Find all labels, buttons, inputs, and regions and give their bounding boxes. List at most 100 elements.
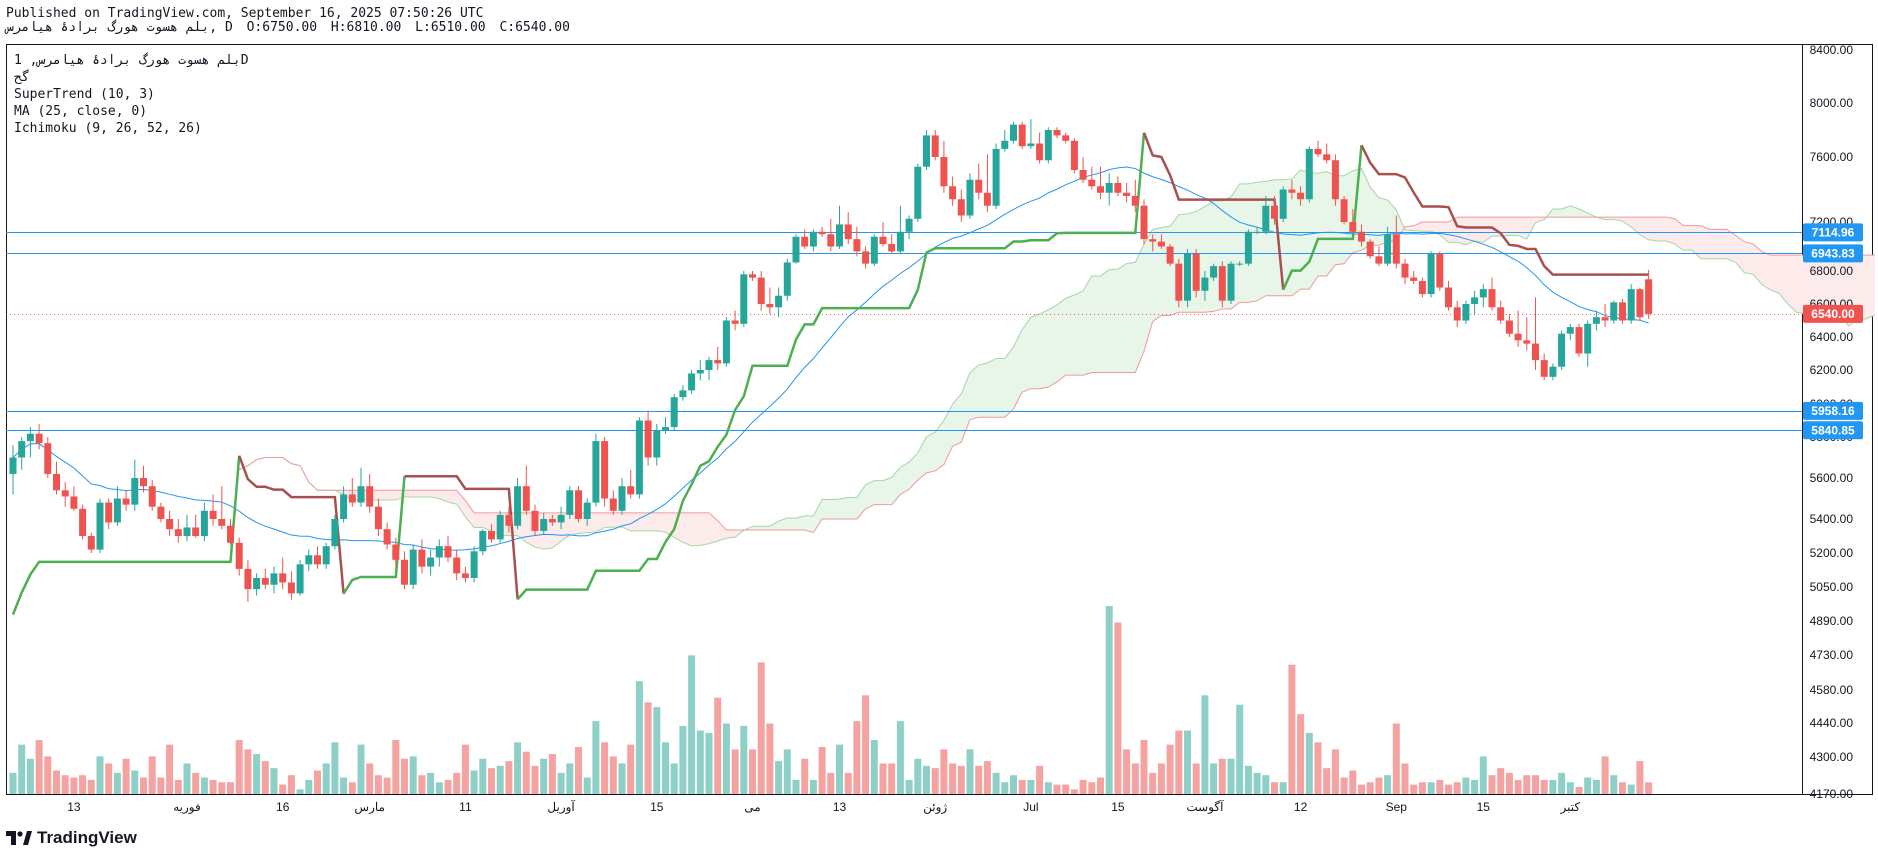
candle-body[interactable] bbox=[1575, 327, 1583, 354]
candle-body[interactable] bbox=[157, 506, 165, 519]
candle-body[interactable] bbox=[348, 494, 356, 503]
candle-body[interactable] bbox=[1627, 289, 1635, 321]
candle-body[interactable] bbox=[1601, 317, 1609, 321]
candle-body[interactable] bbox=[192, 527, 200, 537]
candle-body[interactable] bbox=[644, 420, 652, 458]
candle-body[interactable] bbox=[983, 192, 991, 206]
candle-body[interactable] bbox=[435, 546, 443, 558]
candle-body[interactable] bbox=[557, 514, 565, 523]
candle-body[interactable] bbox=[1358, 231, 1365, 242]
candle-body[interactable] bbox=[87, 536, 95, 550]
candle-body[interactable] bbox=[592, 441, 600, 503]
candle-body[interactable] bbox=[227, 525, 234, 543]
candle-body[interactable] bbox=[409, 549, 417, 585]
candle-body[interactable] bbox=[53, 473, 60, 491]
candle-body[interactable] bbox=[1505, 320, 1513, 334]
candle-body[interactable] bbox=[905, 218, 913, 232]
candle-body[interactable] bbox=[1088, 179, 1096, 187]
candle-body[interactable] bbox=[131, 478, 139, 505]
candle-body[interactable] bbox=[1619, 302, 1626, 321]
candle-body[interactable] bbox=[827, 234, 835, 247]
candle-body[interactable] bbox=[444, 546, 452, 558]
candle-body[interactable] bbox=[1218, 266, 1226, 301]
candle-body[interactable] bbox=[79, 508, 87, 536]
candle-body[interactable] bbox=[1436, 253, 1444, 288]
candle-body[interactable] bbox=[166, 519, 174, 530]
candle-body[interactable] bbox=[383, 529, 391, 545]
candle-body[interactable] bbox=[749, 274, 756, 278]
candle-body[interactable] bbox=[1044, 130, 1052, 161]
candle-body[interactable] bbox=[1323, 154, 1331, 161]
candle-body[interactable] bbox=[679, 390, 687, 398]
candle-body[interactable] bbox=[1131, 196, 1139, 206]
candle-body[interactable] bbox=[957, 199, 965, 216]
candle-body[interactable] bbox=[618, 486, 626, 511]
candle-body[interactable] bbox=[287, 582, 295, 594]
candle-body[interactable] bbox=[479, 530, 487, 552]
tradingview-logo[interactable]: TradingView bbox=[6, 828, 137, 848]
candle-body[interactable] bbox=[1471, 297, 1479, 304]
candle-body[interactable] bbox=[1314, 148, 1322, 155]
candle-body[interactable] bbox=[931, 135, 939, 157]
candle-body[interactable] bbox=[1305, 148, 1313, 200]
candle-body[interactable] bbox=[879, 236, 887, 245]
candle-body[interactable] bbox=[722, 320, 730, 364]
candle-body[interactable] bbox=[470, 551, 478, 578]
candle-body[interactable] bbox=[314, 555, 321, 565]
candle-body[interactable] bbox=[26, 433, 34, 442]
candle-body[interactable] bbox=[1375, 256, 1383, 264]
candle-body[interactable] bbox=[896, 231, 904, 252]
candle-body[interactable] bbox=[18, 441, 26, 458]
candle-body[interactable] bbox=[1610, 302, 1618, 321]
level-price-tag[interactable]: 6943.83 bbox=[1803, 244, 1863, 263]
candle-body[interactable] bbox=[1532, 343, 1539, 361]
candle-body[interactable] bbox=[662, 427, 669, 431]
candle-body[interactable] bbox=[1036, 143, 1044, 161]
candle-body[interactable] bbox=[1079, 170, 1087, 180]
candle-body[interactable] bbox=[1184, 253, 1191, 301]
candle-body[interactable] bbox=[575, 490, 582, 519]
candle-body[interactable] bbox=[1001, 140, 1009, 149]
candle-body[interactable] bbox=[1123, 192, 1131, 196]
candle-body[interactable] bbox=[461, 573, 469, 578]
candle-body[interactable] bbox=[792, 236, 800, 263]
candle-body[interactable] bbox=[1645, 279, 1653, 314]
candle-body[interactable] bbox=[174, 529, 182, 536]
candle-body[interactable] bbox=[783, 262, 791, 296]
candle-body[interactable] bbox=[914, 166, 922, 219]
candle-body[interactable] bbox=[140, 478, 147, 487]
candle-body[interactable] bbox=[244, 568, 252, 590]
candle-body[interactable] bbox=[1288, 189, 1296, 193]
candle-body[interactable] bbox=[1262, 205, 1270, 232]
legend-ichimoku[interactable]: Ichimoku (9, 26, 52, 26) bbox=[14, 121, 202, 136]
candle-body[interactable] bbox=[731, 320, 739, 324]
candle-body[interactable] bbox=[992, 148, 1000, 206]
candle-body[interactable] bbox=[1140, 205, 1148, 240]
candle-body[interactable] bbox=[888, 244, 896, 252]
level-price-tag[interactable]: 5958.16 bbox=[1803, 401, 1863, 420]
candle-body[interactable] bbox=[757, 277, 765, 304]
candle-body[interactable] bbox=[1549, 366, 1557, 377]
candle-body[interactable] bbox=[1157, 241, 1165, 247]
candle-body[interactable] bbox=[601, 441, 609, 499]
candle-body[interactable] bbox=[235, 542, 243, 569]
legend-supertrend[interactable]: SuperTrend (10, 3) bbox=[14, 87, 155, 102]
candle-body[interactable] bbox=[1523, 340, 1531, 344]
candle-body[interactable] bbox=[809, 231, 817, 247]
candle-body[interactable] bbox=[1384, 234, 1392, 264]
candle-body[interactable] bbox=[566, 490, 574, 515]
candle-body[interactable] bbox=[261, 577, 269, 585]
candle-body[interactable] bbox=[1497, 307, 1505, 321]
candle-body[interactable] bbox=[966, 179, 974, 216]
candle-body[interactable] bbox=[740, 274, 748, 324]
candle-body[interactable] bbox=[1192, 253, 1200, 291]
candle-body[interactable] bbox=[862, 251, 870, 264]
candle-body[interactable] bbox=[670, 397, 678, 428]
candle-body[interactable] bbox=[1027, 143, 1035, 147]
candle-body[interactable] bbox=[340, 494, 348, 519]
candle-body[interactable] bbox=[505, 514, 513, 526]
candle-body[interactable] bbox=[305, 555, 313, 565]
candle-body[interactable] bbox=[1488, 289, 1496, 308]
candle-body[interactable] bbox=[105, 502, 113, 523]
